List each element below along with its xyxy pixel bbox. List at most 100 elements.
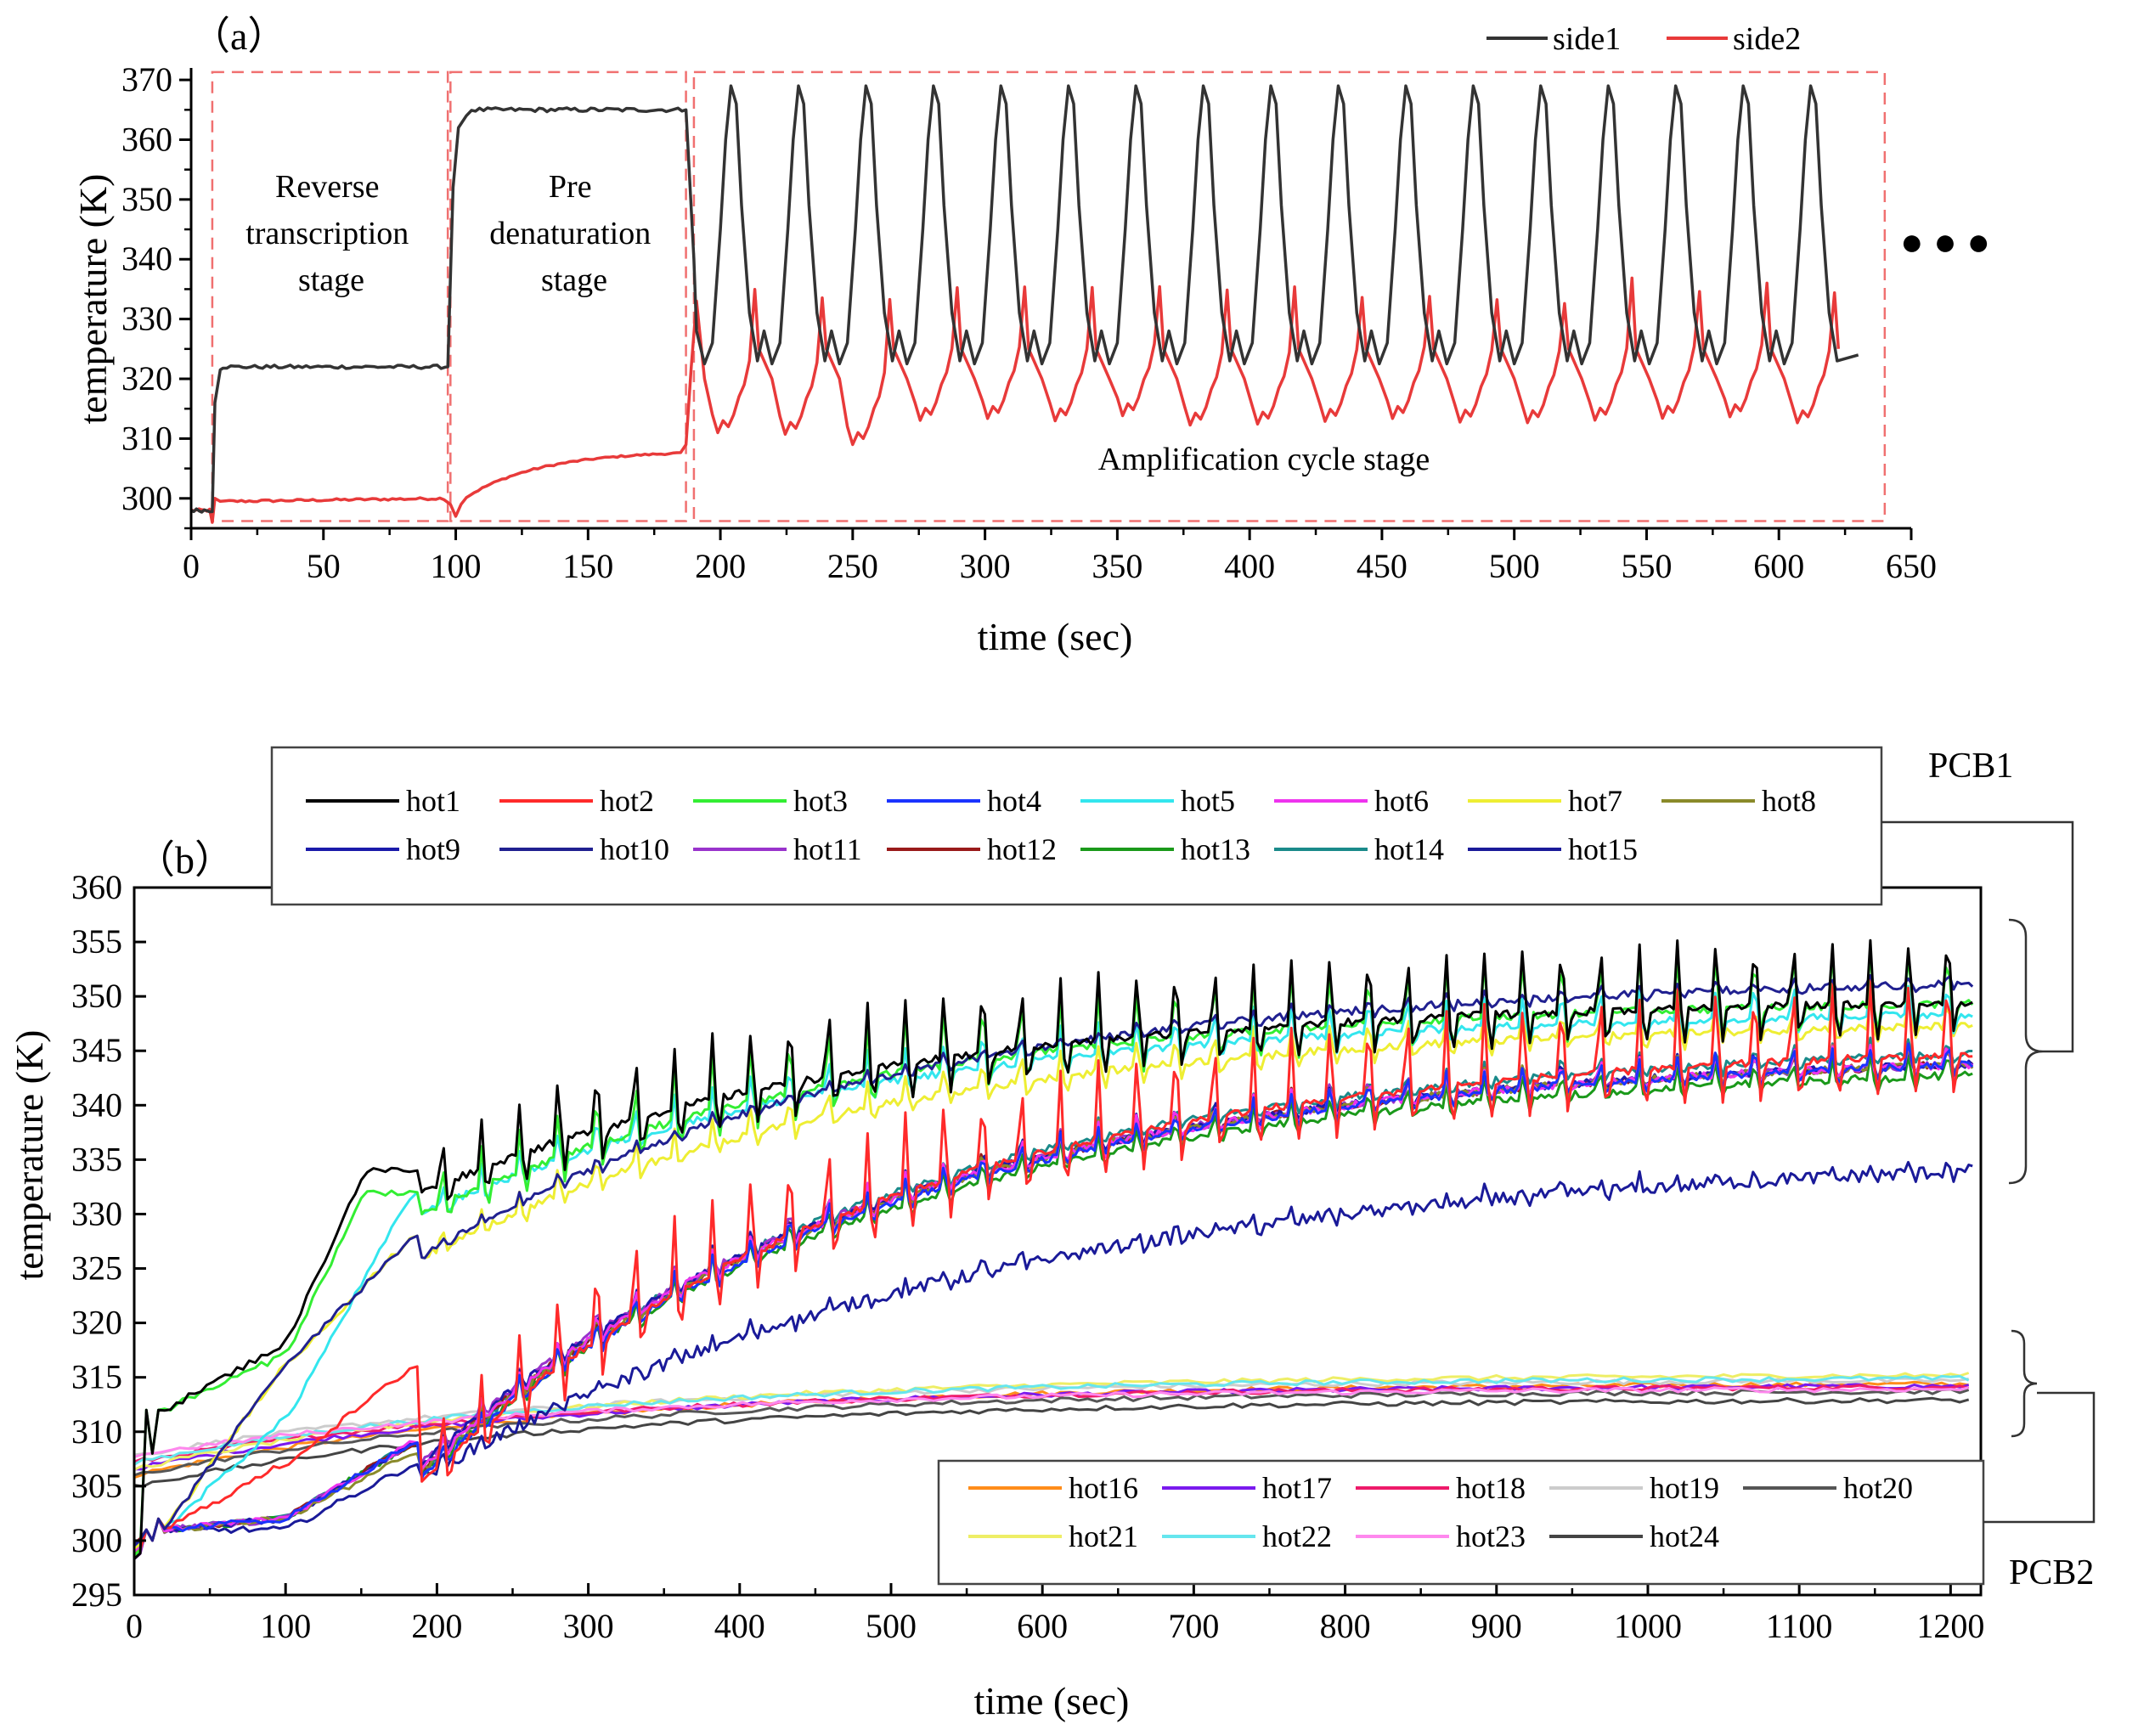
x-tick-label: 600 [1017,1607,1068,1645]
y-tick-label: 310 [121,419,172,457]
legend-label-hot16: hot16 [1069,1471,1138,1505]
x-tick-label: 500 [866,1607,917,1645]
panel-a-label: （a） [191,14,286,58]
panel-a-y-ticks: 300 310 320 330 340 350 360 370 [121,60,191,530]
series-side2 [190,276,1841,524]
panel-a-x-label: time (sec) [978,615,1133,658]
legend-label-hot21: hot21 [1069,1519,1138,1553]
pcb2-connector [1983,1391,2096,1524]
legend-label-hot24: hot24 [1650,1519,1719,1553]
y-tick-label: 320 [71,1304,122,1342]
y-tick-label: 340 [71,1085,122,1124]
x-tick-label: 250 [827,547,878,585]
x-tick-label: 900 [1471,1607,1522,1645]
panel-b-x-ticks: 0 100 200 300 400 500 600 700 800 900 1000 1100 1200 [126,1583,1984,1645]
y-tick-label: 335 [71,1140,122,1178]
legend-label-hot9: hot9 [406,832,460,866]
legend-label-hot6: hot6 [1374,784,1429,818]
legend-label-hot8: hot8 [1762,784,1816,818]
legend-label-hot5: hot5 [1181,784,1235,818]
x-tick-label: 100 [431,547,482,585]
legend-label-hot18: hot18 [1456,1471,1526,1505]
y-tick-label: 310 [71,1412,122,1451]
x-tick-label: 500 [1489,547,1540,585]
legend-label-hot17: hot17 [1262,1471,1332,1505]
legend-label-hot13: hot13 [1181,832,1250,866]
x-tick-label: 800 [1320,1607,1371,1645]
legend-label-hot7: hot7 [1568,784,1622,818]
panel-a-x-ticks: 0 50 100 150 200 250 300 350 400 450 500 550 600 650 [183,528,1937,585]
pcb1-brace [2008,918,2044,1185]
legend-label-side1: side1 [1553,21,1621,57]
legend-label-hot2: hot2 [600,784,654,818]
x-tick-label: 0 [183,547,200,585]
legend-label-hot15: hot15 [1568,832,1638,866]
x-tick-label: 0 [126,1607,143,1645]
legend-label-hot4: hot4 [987,784,1041,818]
panel-b-y-label: temperature (K) [8,1029,51,1280]
x-tick-label: 1200 [1916,1607,1984,1645]
x-tick-label: 50 [307,547,341,585]
x-tick-label: 350 [1092,547,1142,585]
series-hot20 [133,1388,1970,1477]
panel-b-y-ticks: 295 300 305 310 315 320 325 330 335 340 345 350 355 3… [71,868,146,1614]
legend-label-hot23: hot23 [1456,1519,1526,1553]
legend-label-hot22: hot22 [1262,1519,1332,1553]
x-tick-label: 1100 [1766,1607,1833,1645]
x-tick-label: 200 [695,547,746,585]
pcb-braces [1881,820,2096,1524]
y-tick-label: 370 [121,60,172,99]
continuation-dots: ● ● ● [1900,220,1990,263]
y-tick-label: 350 [121,180,172,218]
panel-b: （b） 0 100 200 300 400 500 600 700 800 900 1000 1100… [8,746,2096,1722]
x-tick-label: 100 [260,1607,311,1645]
series-hot1 [133,938,1973,1560]
y-tick-label: 330 [121,300,172,338]
legend-label-hot1: hot1 [406,784,460,818]
x-tick-label: 600 [1753,547,1804,585]
stage-label-reverse-transcription: Reverse transcription stage [245,169,417,298]
y-tick-label: 300 [71,1521,122,1559]
series-side1 [190,84,1859,514]
panel-b-series [133,938,1974,1560]
legend-label-hot19: hot19 [1650,1471,1719,1505]
y-tick-label: 340 [121,240,172,278]
panel-a: （a） side1 side2 0 50 100 150 200 250 300 350 400… [71,14,1990,658]
x-tick-label: 300 [563,1607,614,1645]
panel-a-legend: side1 side2 [1486,21,1801,57]
legend-label-hot3: hot3 [793,784,848,818]
y-tick-label: 315 [71,1358,122,1396]
pcb2-legend: hot16 hot17 hot18 hot19 hot20 hot21 hot22 hot23… [968,1471,1913,1553]
x-tick-label: 200 [411,1607,462,1645]
x-tick-label: 650 [1886,547,1937,585]
y-tick-label: 360 [121,120,172,158]
x-tick-label: 550 [1621,547,1672,585]
legend-label-hot12: hot12 [987,832,1057,866]
series-hot7 [133,997,1973,1551]
pcb1-connector [1881,820,2074,1053]
series-hot2 [133,978,1973,1556]
x-tick-label: 400 [1224,547,1275,585]
series-hot22 [133,1374,1970,1466]
legend-label-hot10: hot10 [600,832,669,866]
legend-label-hot14: hot14 [1374,832,1444,866]
x-tick-label: 400 [714,1607,765,1645]
y-tick-label: 320 [121,359,172,397]
y-tick-label: 355 [71,922,122,961]
panel-a-y-label: temperature (K) [71,173,115,424]
y-tick-label: 300 [121,479,172,517]
legend-label-hot11: hot11 [793,832,862,866]
y-tick-label: 350 [71,977,122,1015]
y-tick-label: 305 [71,1467,122,1505]
pcb1-label: PCB1 [1928,747,2013,786]
x-tick-label: 450 [1357,547,1407,585]
pcb2-label: PCB2 [2009,1553,2094,1592]
y-tick-label: 360 [71,868,122,906]
legend-label-hot20: hot20 [1843,1471,1913,1505]
x-tick-label: 1000 [1614,1607,1682,1645]
series-hot15 [133,1160,1973,1554]
panel-b-x-label: time (sec) [974,1679,1130,1722]
pcb1-legend: hot1 hot2 hot3 hot4 hot5 hot6 hot7 hot8 hot9 hot1… [306,784,1816,866]
stage-label-amplification: Amplification cycle stage [1098,442,1430,477]
